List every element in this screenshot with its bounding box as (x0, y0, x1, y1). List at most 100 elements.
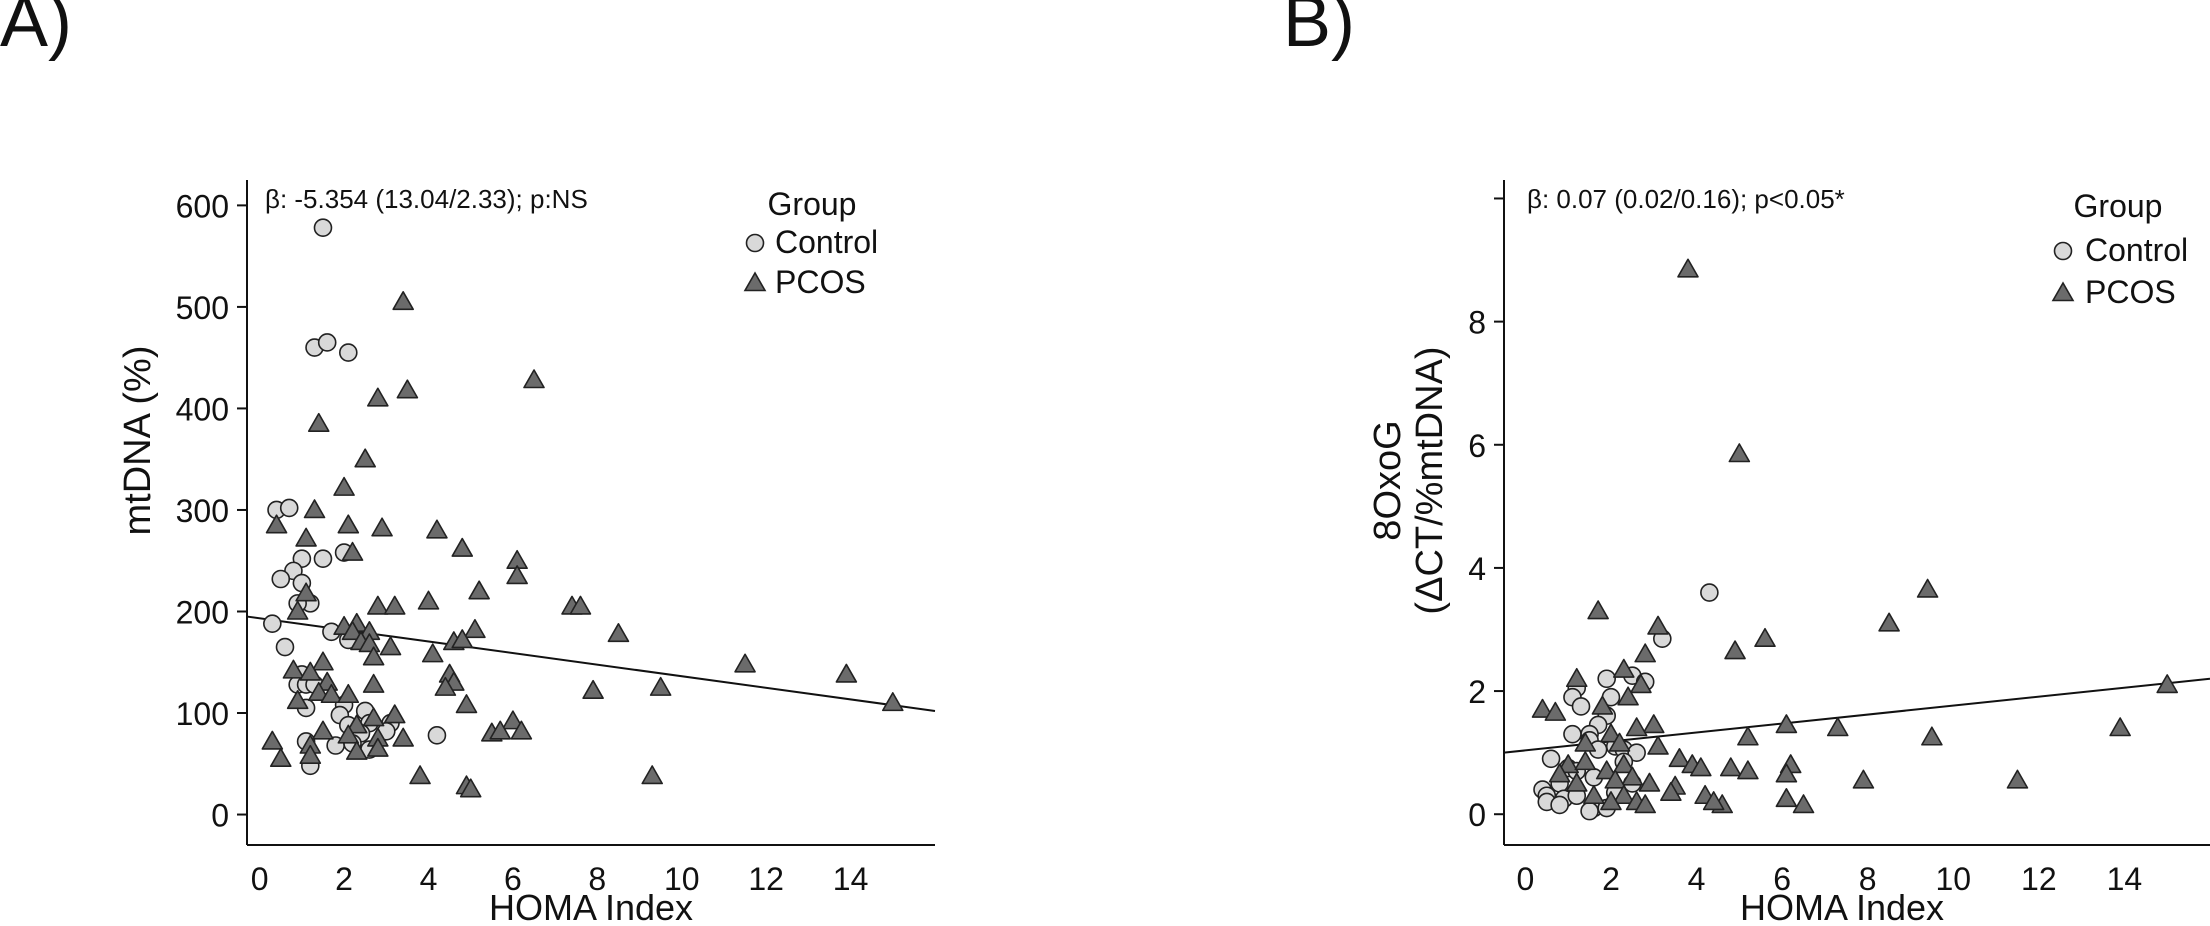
chart-b-point-control (1563, 724, 1582, 744)
chart-a-point-pcos (502, 710, 524, 730)
chart-a-point-pcos (303, 499, 326, 519)
chart-b-point-pcos (1737, 760, 1759, 780)
chart-a-point-control (275, 637, 295, 657)
chart-b-point-pcos (1724, 640, 1746, 660)
chart-a-point-pcos (383, 595, 406, 615)
chart-a-x-tick-label: 10 (664, 861, 700, 897)
chart-a-point-pcos (641, 765, 664, 785)
chart-a-legend-marker-control (745, 233, 765, 253)
chart-a-point-pcos (607, 623, 630, 643)
chart-a-point-pcos (307, 412, 330, 432)
chart-a-point-pcos (569, 595, 592, 615)
chart-b-point-pcos (1921, 726, 1943, 746)
chart-a-point-pcos (345, 740, 368, 760)
chart-b-point-pcos (1591, 695, 1614, 715)
chart-b-point-pcos (1775, 714, 1798, 734)
chart-a-y-tick-label: 400 (176, 391, 229, 427)
chart-a-legend-label-pcos: PCOS (775, 264, 866, 300)
chart-a-point-pcos (299, 744, 322, 764)
chart-a-point-pcos (835, 663, 858, 683)
chart-a-point-pcos (396, 379, 419, 399)
chart-b-point-pcos (1677, 258, 1699, 278)
chart-a-point-pcos (286, 600, 309, 620)
chart-b-point-pcos (1621, 766, 1644, 786)
chart-a-x-tick-label: 2 (335, 861, 353, 897)
chart-a-point-pcos (269, 747, 292, 768)
chart-b-legend-label-control: Control (2085, 232, 2188, 268)
chart-b-point-pcos (1531, 698, 1554, 718)
chart-a-point-pcos (345, 714, 368, 734)
chart-b-point-pcos (1754, 627, 1776, 648)
chart-b-point-pcos (1634, 643, 1656, 663)
chart-a-point-control (313, 218, 333, 238)
chart-b-point-control (1541, 749, 1561, 769)
chart-a-point-control (313, 549, 333, 568)
chart-b-point-pcos (1548, 763, 1571, 783)
chart-b-point-control (1571, 697, 1591, 716)
chart-a-point-pcos (510, 720, 533, 740)
chart-b-point-pcos (1600, 723, 1622, 743)
chart-a-point-pcos (299, 661, 322, 681)
chart-a-point-pcos (451, 629, 474, 649)
chart-a-point-pcos (459, 778, 482, 798)
chart-a-point-control (427, 726, 447, 745)
chart-a-point-pcos (434, 676, 457, 696)
chart-a-y-tick-label: 500 (176, 290, 229, 326)
chart-b-y-tick-label: 4 (1468, 551, 1486, 587)
chart-a-point-pcos (383, 704, 406, 724)
chart-a-y-axis-label: mtDNA (%) (117, 346, 159, 536)
chart-a-point-pcos (367, 387, 389, 407)
chart-b-x-tick-label: 0 (1516, 861, 1534, 897)
chart-a-point-pcos (333, 476, 355, 496)
chart-a-y-tick-label: 0 (211, 798, 229, 834)
chart-b-point-pcos (1574, 732, 1597, 752)
chart-a-x-tick-label: 0 (251, 861, 269, 897)
chart-a-x-tick-label: 8 (588, 861, 606, 897)
chart-b-point-control (1597, 669, 1616, 689)
chart-b-point-control (1550, 795, 1569, 815)
chart-b-point-pcos (1702, 791, 1725, 811)
chart-b-point-pcos (1916, 578, 1939, 598)
chart-b-point-pcos (1775, 763, 1798, 783)
chart-a-x-axis-label: HOMA Index (489, 887, 693, 926)
chart-b-point-pcos (1737, 726, 1759, 746)
chart-a-point-pcos (506, 565, 528, 585)
chart-a-point-pcos (881, 692, 904, 712)
chart-a-point-pcos (337, 683, 360, 704)
chart-b-x-tick-label: 4 (1688, 861, 1706, 897)
chart-a-point-pcos (379, 636, 402, 656)
chart-b-point-pcos (2109, 717, 2131, 737)
chart-a-point-pcos (307, 681, 330, 702)
panel-label-b: B) (1283, 0, 1355, 62)
chart-b-point-pcos (1668, 747, 1691, 768)
chart-b-point-pcos (1826, 717, 1849, 737)
chart-b-point-pcos (1878, 612, 1900, 632)
chart-a-x-tick-label: 14 (833, 861, 869, 897)
chart-b-point-pcos (1617, 686, 1639, 706)
chart-a-legend-label-control: Control (775, 224, 878, 260)
chart-a-point-pcos (354, 448, 376, 468)
chart-a-point-pcos (451, 537, 474, 557)
chart-a-x-tick-label: 4 (420, 861, 438, 897)
chart-a-point-pcos (417, 590, 440, 610)
chart-b-beta-annotation: β: 0.07 (0.02/0.16); p<0.05* (1527, 184, 1845, 214)
chart-a-point-pcos (265, 514, 288, 534)
chart-b-point-pcos (1557, 754, 1579, 774)
chart-b-point-control (1700, 583, 1719, 602)
chart-a-point-pcos (320, 683, 343, 704)
chart-a-legend-marker-pcos (743, 271, 767, 292)
chart-a-point-pcos (295, 582, 317, 602)
chart-b-x-tick-label: 6 (1773, 861, 1791, 897)
chart-b-point-pcos (1630, 674, 1652, 694)
chart-b-point-pcos (1600, 791, 1622, 811)
chart-b-x-tick-label: 14 (2107, 861, 2143, 897)
chart-b-point-pcos (1852, 769, 1875, 789)
chart-a-point-pcos (362, 707, 385, 727)
chart-b-x-tick-label: 8 (1859, 861, 1877, 897)
chart-a-y-tick-label: 200 (176, 594, 229, 630)
chart-a-point-pcos (582, 679, 604, 699)
chart-a-point-control (263, 614, 282, 633)
chart-a-x-tick-label: 12 (748, 861, 784, 897)
chart-a-point-pcos (489, 720, 512, 740)
